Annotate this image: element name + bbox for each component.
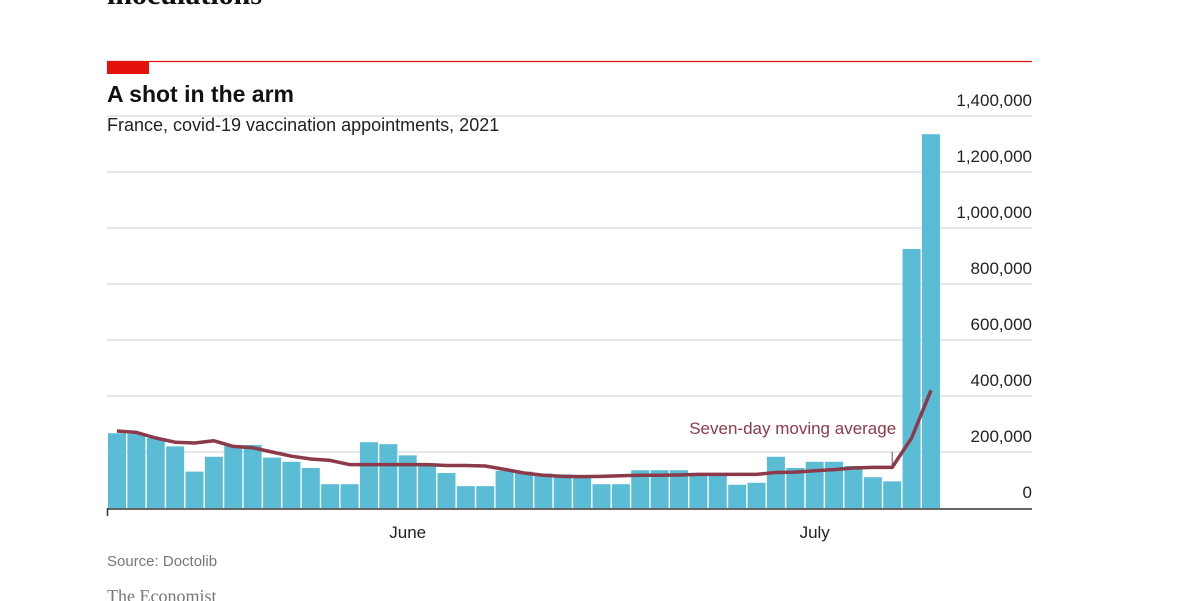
headline: inoculations — [107, 0, 262, 11]
y-tick-label: 1,000,000 — [956, 203, 1032, 222]
bar — [553, 474, 572, 508]
x-tick-label: June — [389, 523, 426, 542]
y-tick-label: 800,000 — [971, 259, 1032, 278]
bar — [863, 477, 882, 508]
bar — [437, 473, 456, 508]
bar — [359, 442, 378, 508]
bar — [689, 474, 708, 508]
bar — [204, 456, 223, 508]
bar — [185, 471, 204, 508]
bar — [301, 467, 320, 508]
y-tick-label: 600,000 — [971, 315, 1032, 334]
bar — [728, 484, 747, 508]
y-tick-label: 1,400,000 — [956, 91, 1032, 110]
y-tick-label: 200,000 — [971, 427, 1032, 446]
bar — [514, 471, 533, 508]
bar — [747, 482, 766, 508]
bar — [146, 438, 165, 508]
bar — [805, 461, 824, 508]
bar — [321, 484, 340, 508]
bar — [495, 470, 514, 508]
bar — [650, 470, 669, 508]
bar — [166, 446, 185, 508]
red-tag — [107, 61, 149, 74]
bar — [883, 481, 902, 508]
bar — [786, 467, 805, 508]
chart-title: A shot in the arm — [107, 81, 294, 107]
bar — [340, 484, 359, 508]
bar — [844, 466, 863, 508]
bar — [282, 461, 301, 508]
bar — [456, 486, 475, 508]
bar — [708, 474, 727, 508]
bar — [224, 445, 243, 508]
annotation: Seven-day moving average — [689, 419, 896, 438]
x-tick-label: July — [800, 523, 831, 542]
bar — [263, 457, 282, 508]
bar — [766, 456, 785, 508]
bar — [902, 249, 921, 508]
footer: The Economist — [107, 586, 216, 601]
moving-average-line — [116, 389, 933, 479]
bar — [476, 486, 495, 508]
bar — [398, 455, 417, 508]
bar — [921, 134, 940, 508]
y-tick-label: 0 — [1023, 483, 1032, 502]
source: Source: Doctolib — [107, 553, 217, 570]
bar — [127, 433, 146, 508]
bar — [379, 444, 398, 508]
bar — [592, 484, 611, 508]
bar — [670, 470, 689, 508]
bar — [573, 476, 592, 508]
bar — [108, 433, 126, 508]
y-tick-label: 400,000 — [971, 371, 1032, 390]
bar — [243, 445, 262, 508]
bar — [631, 470, 650, 508]
y-tick-label: 1,200,000 — [956, 147, 1032, 166]
chart-subtitle: France, covid-19 vaccination appointment… — [107, 115, 499, 135]
bar — [825, 461, 844, 508]
bar — [534, 473, 553, 508]
bar — [611, 484, 630, 508]
bar — [418, 463, 437, 508]
